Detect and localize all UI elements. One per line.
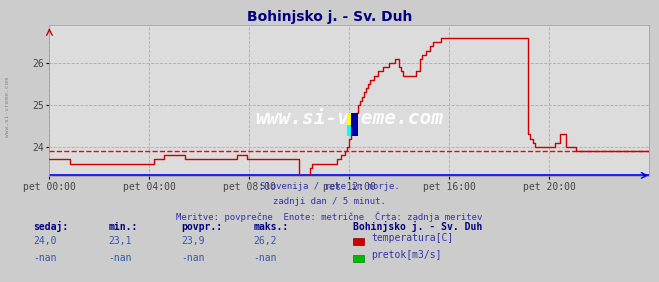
- Text: min.:: min.:: [109, 222, 138, 232]
- Text: 24,0: 24,0: [33, 236, 57, 246]
- Text: 23,9: 23,9: [181, 236, 205, 246]
- Text: temperatura[C]: temperatura[C]: [371, 233, 453, 243]
- Text: www.si-vreme.com: www.si-vreme.com: [255, 109, 444, 128]
- Text: maks.:: maks.:: [254, 222, 289, 232]
- Text: Meritve: povprečne  Enote: metrične  Črta: zadnja meritev: Meritve: povprečne Enote: metrične Črta:…: [177, 211, 482, 222]
- Text: povpr.:: povpr.:: [181, 222, 222, 232]
- Text: Bohinjsko j. - Sv. Duh: Bohinjsko j. - Sv. Duh: [247, 10, 412, 24]
- Polygon shape: [351, 113, 358, 136]
- Text: -nan: -nan: [181, 253, 205, 263]
- Text: -nan: -nan: [254, 253, 277, 263]
- Text: pretok[m3/s]: pretok[m3/s]: [371, 250, 442, 260]
- Text: sedaj:: sedaj:: [33, 221, 68, 232]
- Text: -nan: -nan: [109, 253, 132, 263]
- Bar: [347, 125, 358, 136]
- Text: www.si-vreme.com: www.si-vreme.com: [5, 77, 11, 137]
- Text: zadnji dan / 5 minut.: zadnji dan / 5 minut.: [273, 197, 386, 206]
- Text: -nan: -nan: [33, 253, 57, 263]
- Bar: [347, 113, 358, 136]
- Text: Bohinjsko j. - Sv. Duh: Bohinjsko j. - Sv. Duh: [353, 221, 482, 232]
- Text: 23,1: 23,1: [109, 236, 132, 246]
- Text: Slovenija / reke in morje.: Slovenija / reke in morje.: [260, 182, 399, 191]
- Text: 26,2: 26,2: [254, 236, 277, 246]
